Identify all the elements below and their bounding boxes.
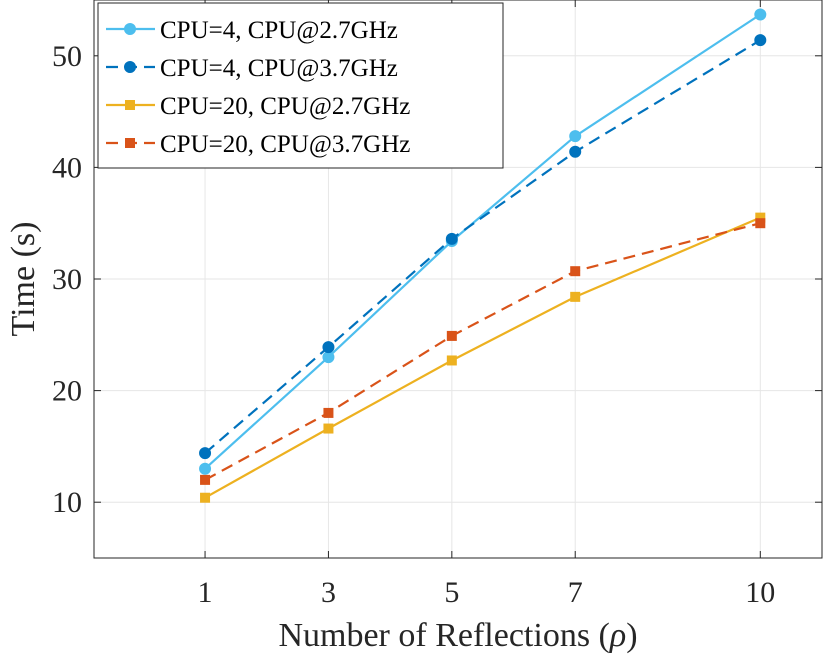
y-tick-label: 20 <box>52 375 82 408</box>
legend-marker <box>124 23 136 35</box>
legend-box <box>97 2 504 169</box>
data-point <box>445 232 458 245</box>
y-tick-label: 10 <box>52 486 82 519</box>
series-group <box>199 8 767 503</box>
data-point <box>323 407 334 418</box>
x-tick-label: 10 <box>745 576 775 609</box>
data-point <box>570 266 581 277</box>
series-3 <box>200 212 766 503</box>
legend-label: CPU=20, CPU@3.7GHz <box>160 131 410 158</box>
x-axis-title-symbol: ρ <box>609 617 626 654</box>
series-2 <box>199 34 767 460</box>
y-tick-label: 30 <box>52 263 82 296</box>
x-tick-label: 3 <box>321 576 336 609</box>
data-point <box>446 330 457 341</box>
data-point <box>755 218 766 229</box>
legend-label: CPU=20, CPU@2.7GHz <box>160 93 410 120</box>
series-4 <box>200 218 766 485</box>
data-point <box>322 341 335 354</box>
legend-marker <box>124 61 136 73</box>
x-axis-title-prefix: Number of Reflections ( <box>278 617 609 654</box>
x-tick-label: 5 <box>444 576 459 609</box>
data-point <box>199 447 212 460</box>
data-point <box>446 355 457 366</box>
legend-label: CPU=4, CPU@3.7GHz <box>160 55 398 82</box>
legend-label: CPU=4, CPU@2.7GHz <box>160 17 398 44</box>
legend-marker <box>125 138 135 148</box>
data-point <box>200 474 211 485</box>
x-axis-title-suffix: ) <box>626 617 637 654</box>
data-point <box>754 34 767 47</box>
legend-item: CPU=4, CPU@2.7GHz <box>106 17 398 44</box>
data-point <box>199 462 212 475</box>
y-tick-label: 40 <box>52 151 82 184</box>
data-point <box>200 492 211 503</box>
y-tick-label: 50 <box>52 40 82 73</box>
legend-item: CPU=20, CPU@2.7GHz <box>106 93 410 120</box>
legend-item: CPU=20, CPU@3.7GHz <box>106 131 410 158</box>
x-axis-title: Number of Reflections (ρ) <box>278 617 637 654</box>
data-point <box>754 8 767 21</box>
legend-marker <box>125 100 135 110</box>
legend: CPU=4, CPU@2.7GHz CPU=4, CPU@3.7GHz CPU=20… <box>97 2 504 169</box>
x-tick-label: 7 <box>568 576 583 609</box>
legend-item: CPU=4, CPU@3.7GHz <box>106 55 398 82</box>
data-point <box>322 351 335 364</box>
y-axis-title: Time (s) <box>5 222 42 337</box>
x-tick-label: 1 <box>198 576 213 609</box>
data-point <box>569 130 582 143</box>
data-point <box>570 291 581 302</box>
data-point <box>323 423 334 434</box>
data-point <box>569 145 582 158</box>
